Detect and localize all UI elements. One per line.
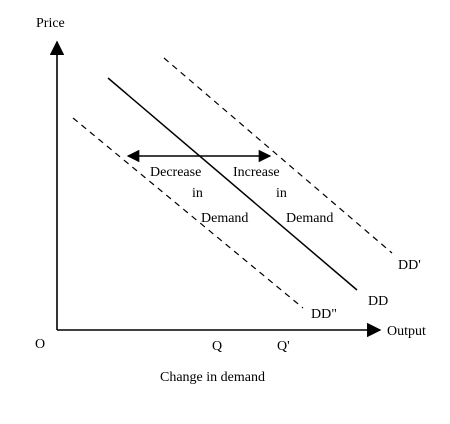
decrease-annotation-line-3: Demand xyxy=(201,211,248,226)
curve-dd-prime-label: DD' xyxy=(398,258,421,273)
increase-annotation-line-2: in xyxy=(276,186,287,201)
decrease-annotation-line-1: Decrease xyxy=(150,165,201,180)
increase-annotation-line-3: Demand xyxy=(286,211,333,226)
curve-dd xyxy=(107,77,358,291)
tick-q-prime: Q' xyxy=(277,339,290,354)
tick-q: Q xyxy=(212,339,222,354)
origin-label: O xyxy=(35,337,45,352)
x-axis-label: Output xyxy=(387,324,426,339)
y-axis-label: Price xyxy=(36,16,65,31)
caption: Change in demand xyxy=(160,370,265,385)
curve-dd-double-prime xyxy=(72,117,304,309)
decrease-annotation-line-2: in xyxy=(192,186,203,201)
curve-dd-label: DD xyxy=(368,294,388,309)
increase-annotation-line-1: Increase xyxy=(233,165,280,180)
curve-dd-double-prime-label: DD" xyxy=(311,307,337,322)
